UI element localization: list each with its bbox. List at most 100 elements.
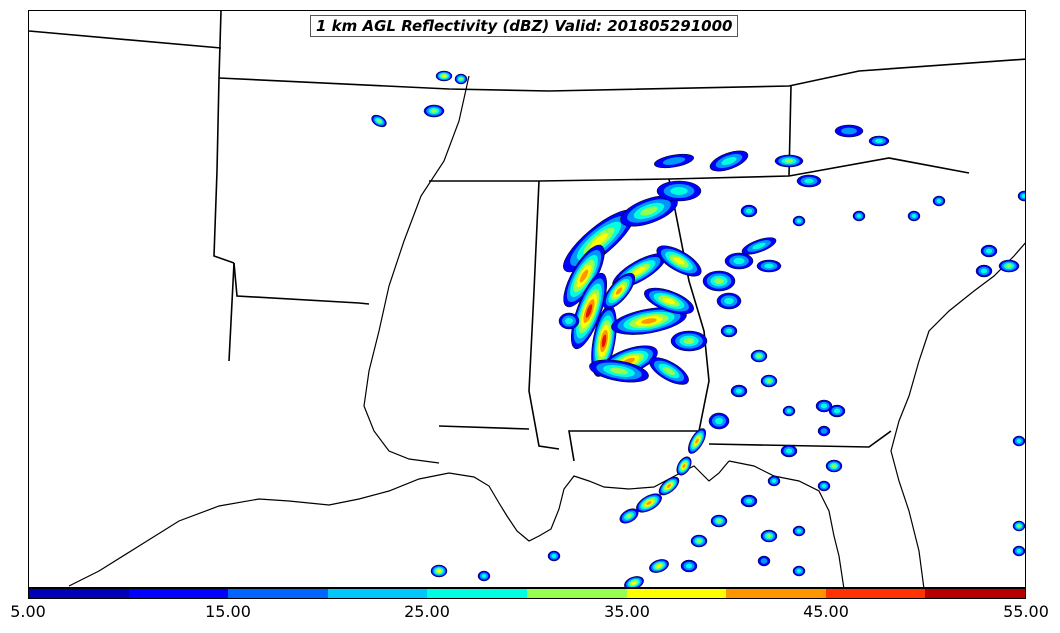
colorbar-segment xyxy=(228,589,328,598)
storm-cell xyxy=(1017,190,1025,202)
reflectivity-contour xyxy=(980,268,988,274)
reflectivity-contour xyxy=(771,479,777,483)
storm-cell xyxy=(670,330,708,352)
storm-cell xyxy=(658,476,680,496)
reflectivity-contour xyxy=(685,563,693,569)
storm-cell xyxy=(740,494,758,508)
colorbar xyxy=(28,588,1026,599)
storm-cell xyxy=(741,237,777,255)
storm-cell xyxy=(676,456,692,476)
reflectivity-contour xyxy=(796,219,802,223)
storm-cell xyxy=(454,73,468,85)
storm-cell xyxy=(760,374,778,388)
storm-cell xyxy=(558,312,580,330)
reflectivity-contour xyxy=(766,534,772,538)
reflectivity-contour xyxy=(442,74,446,78)
colorbar-segment xyxy=(327,589,428,598)
reflectivity-contour xyxy=(632,266,646,276)
reflectivity-contour xyxy=(721,156,737,166)
storm-cell xyxy=(720,324,738,338)
reflectivity-contour xyxy=(733,257,745,265)
reflectivity-contour xyxy=(820,428,828,434)
reflectivity-contour xyxy=(875,139,883,143)
colorbar-tick-label: 35.00 xyxy=(604,602,650,621)
reflectivity-contour xyxy=(752,242,766,250)
reflectivity-contour xyxy=(663,366,675,376)
storm-cell xyxy=(688,428,706,454)
storm-cell xyxy=(750,349,768,363)
reflectivity-contour xyxy=(673,257,685,265)
storm-cell xyxy=(611,307,687,335)
reflectivity-contour xyxy=(646,501,652,505)
storm-cell xyxy=(430,564,448,578)
storm-cell xyxy=(620,195,678,227)
storm-cell xyxy=(624,576,644,587)
storm-cell xyxy=(907,210,921,222)
reflectivity-contour xyxy=(785,448,793,454)
storm-cell xyxy=(680,559,698,573)
storm-cell xyxy=(656,180,702,202)
storm-cell xyxy=(563,209,635,273)
reflectivity-contour xyxy=(695,438,699,444)
reflectivity-contour xyxy=(714,277,724,285)
reflectivity-contour xyxy=(615,287,623,295)
storm-cell xyxy=(710,514,728,528)
reflectivity-contour xyxy=(821,484,827,488)
map-title: 1 km AGL Reflectivity (dBZ) Valid: 20180… xyxy=(310,15,739,37)
florida-coastline xyxy=(728,460,845,587)
reflectivity-contour xyxy=(590,233,608,249)
reflectivity-contour xyxy=(601,334,607,348)
storm-cell xyxy=(547,550,561,562)
reflectivity-contour xyxy=(856,214,862,218)
reflectivity-contour xyxy=(626,513,632,519)
reflectivity-contour xyxy=(716,519,722,523)
colorbar-segment xyxy=(427,589,527,598)
storm-cell xyxy=(563,244,605,308)
reflectivity-contour xyxy=(585,304,593,318)
storm-cell xyxy=(477,570,491,582)
storm-cell xyxy=(774,154,804,168)
storm-cell xyxy=(649,357,689,385)
reflectivity-contour xyxy=(641,318,657,324)
reflectivity-contour xyxy=(610,367,628,375)
reflectivity-contour xyxy=(579,269,589,283)
reflectivity-contour xyxy=(1016,549,1022,553)
storm-cell xyxy=(435,70,453,82)
storm-cell xyxy=(767,475,781,487)
storm-cell xyxy=(644,287,694,315)
storm-cell xyxy=(1012,545,1025,557)
storm-cell xyxy=(1012,435,1025,447)
reflectivity-contour xyxy=(430,109,438,113)
reflectivity-contour xyxy=(1005,264,1013,268)
storm-cell xyxy=(825,459,843,473)
storm-cell xyxy=(571,272,607,350)
reflectivity-contour xyxy=(735,388,743,394)
reflectivity-contour xyxy=(936,199,942,203)
reflectivity-contour xyxy=(631,581,637,585)
reflectivity-contour xyxy=(670,187,688,195)
storm-cell xyxy=(828,404,846,418)
reflectivity-contour xyxy=(682,464,686,468)
storm-cell xyxy=(757,555,771,567)
reflectivity-contour xyxy=(481,574,487,578)
storm-cell xyxy=(852,210,866,222)
reflectivity-contour xyxy=(784,159,794,163)
reflectivity-contour xyxy=(745,208,753,214)
storm-cell xyxy=(796,174,822,188)
reflectivity-contour xyxy=(640,206,658,216)
storm-cell xyxy=(817,425,831,437)
reflectivity-contour xyxy=(551,554,557,558)
storm-cell xyxy=(740,204,758,218)
storm-cell xyxy=(730,384,748,398)
colorbar-tick-label: 25.00 xyxy=(404,602,450,621)
colorbar-segment xyxy=(726,589,826,598)
reflectivity-contour xyxy=(662,297,676,305)
reflectivity-contour xyxy=(745,498,753,504)
reflectivity-contour xyxy=(833,408,841,414)
reflectivity-map xyxy=(29,11,1025,587)
reflectivity-contour xyxy=(820,403,828,409)
reflectivity-contour xyxy=(796,529,802,533)
storm-cell xyxy=(589,359,649,383)
storm-cell xyxy=(782,405,796,417)
colorbar-segment xyxy=(526,589,627,598)
